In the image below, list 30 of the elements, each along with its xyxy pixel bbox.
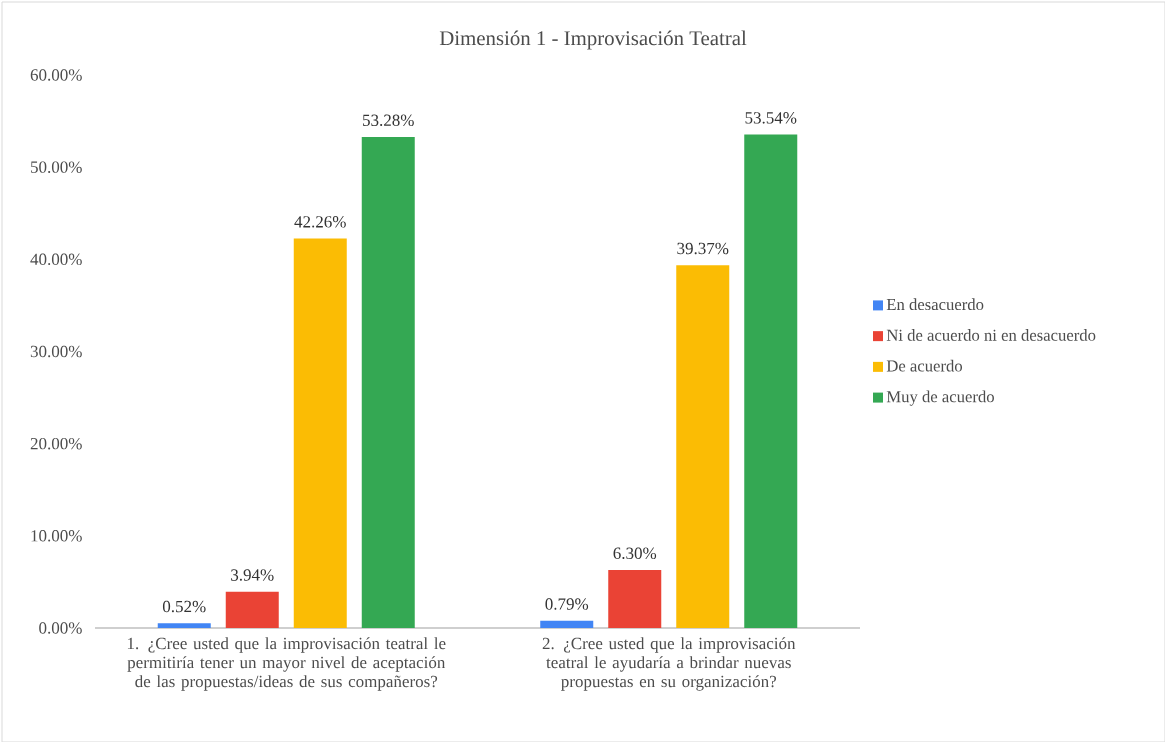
y-tick-label: 60.00% [30,69,82,81]
legend-label: Ni de acuerdo ni en desacuerdo [886,329,1096,341]
bar [540,620,594,628]
y-tick-label: 10.00% [31,530,82,542]
bar [293,238,347,628]
data-label: 53.28% [363,114,414,127]
bar [225,591,279,628]
data-label: 3.94% [231,569,274,581]
bar [361,136,415,628]
y-tick-label: 50.00% [31,161,82,173]
x-tick-label: 1. ¿Cree usted que la improvisación teatral le permitiría tener un mayor nivel de aceptación de las propuestas/ideas de sus compañeros? [127,637,446,691]
legend-label: Muy de acuerdo [886,390,994,406]
y-tick-label: 0.00% [39,622,82,634]
chart-title: Dimensión 1 - Improvisación Teatral [439,30,747,50]
data-label: 0.52% [162,600,206,613]
bar [608,569,662,628]
legend-label: En desacuerdo [886,298,984,311]
bar [157,623,211,628]
bar [744,134,798,628]
data-label: 53.54% [745,112,797,124]
legend-label: De acuerdo [886,359,963,372]
y-tick-label: 40.00% [30,253,82,266]
bar [676,265,730,628]
data-label: 6.30% [613,547,657,560]
x-tick-label: 2. ¿Cree usted que la improvisación teatral le ayudaría a brindar nuevas propuestas en su organización? [542,637,796,691]
data-label: 42.26% [294,216,346,228]
data-label: 0.79% [545,598,589,610]
y-tick-label: 30.00% [30,345,82,358]
data-label: 39.37% [677,242,729,255]
y-tick-label: 20.00% [30,437,82,450]
